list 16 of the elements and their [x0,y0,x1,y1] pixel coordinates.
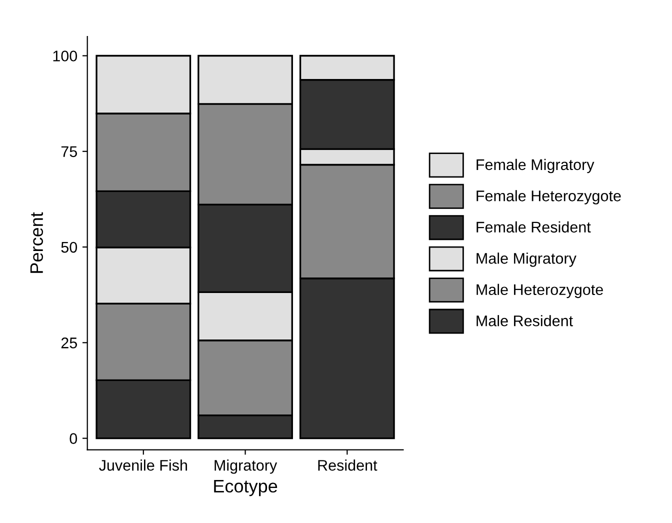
legend-label: Female Heterozygote [476,190,621,204]
x-tick-label: Resident [318,460,378,471]
legend-label: Female Migratory [476,158,594,174]
x-tick-label: Migratory [214,460,278,474]
legend-label: Male Resident [476,315,573,326]
legend-label: Male Migratory [476,252,576,267]
y-tick-label: 25 [61,338,77,348]
legend-label: Female Resident [476,221,591,233]
y-tick-label: 75 [61,146,77,158]
legend-label: Male Heterozygote [476,284,603,298]
x-axis-title: Ecotype [214,480,278,496]
y-tick-label: 0 [70,433,78,444]
y-tick-label: 50 [61,242,78,253]
x-tick-label: Juvenile Fish [99,460,187,471]
y-axis-title: Percent [30,212,44,273]
y-tick-label: 100 [53,50,78,62]
